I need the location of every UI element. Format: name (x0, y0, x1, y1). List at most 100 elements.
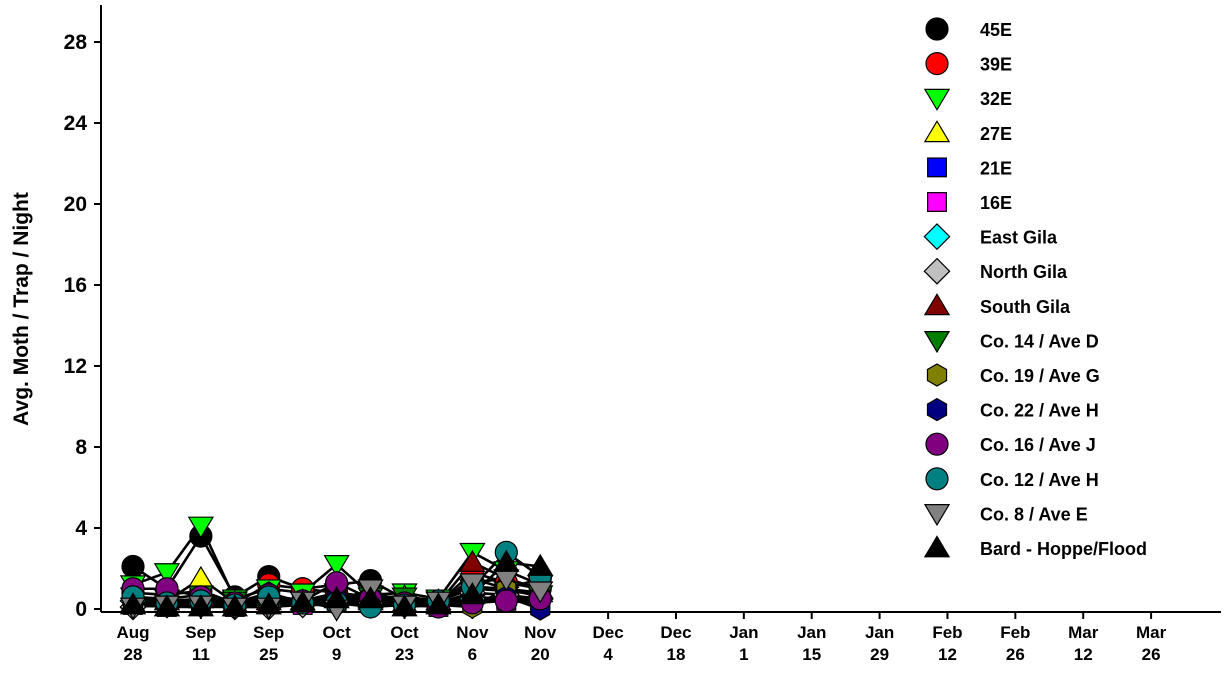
x-tick-label: Dec 4 (593, 623, 624, 664)
legend: 45E 39E 32E 27E 21E 16E East Gila North Gila Sou… (923, 17, 1147, 559)
legend-marker (926, 397, 948, 422)
x-tick-label-line: Oct (322, 623, 351, 642)
x-tick-label-line: 25 (259, 645, 278, 664)
x-tick-label: Jan 1 (729, 623, 758, 664)
legend-label: 27E (980, 124, 1012, 144)
legend-marker (927, 157, 947, 178)
x-tick-label: Sep 11 (185, 623, 216, 664)
y-tick-label: 28 (64, 31, 88, 54)
x-tick-label-line: Oct (390, 623, 419, 642)
x-tick-label: Mar 12 (1068, 623, 1099, 664)
legend-marker (923, 293, 951, 316)
x-tick-label-line: 6 (468, 645, 477, 664)
x-tick-label: Mar 26 (1136, 623, 1167, 664)
data-point (119, 592, 147, 615)
x-tick-label-line: 18 (667, 645, 686, 664)
legend-label: 45E (980, 20, 1012, 40)
legend-label: 16E (980, 193, 1012, 213)
data-point (187, 594, 215, 617)
legend-marker (923, 88, 951, 111)
legend-label: Co. 22 / Ave H (980, 401, 1099, 421)
y-tick-label: 4 (75, 517, 87, 540)
x-tick-label-line: 15 (802, 645, 821, 664)
legend-marker (923, 331, 951, 354)
data-point (153, 563, 181, 586)
legend-label: Co. 19 / Ave G (980, 366, 1100, 386)
data-point (121, 554, 145, 579)
x-tick-label: Nov 20 (524, 623, 557, 664)
legend-marker (923, 120, 951, 143)
x-tick-label: Nov 6 (456, 623, 489, 664)
x-tick-label-line: 20 (531, 645, 550, 664)
x-tick-label: Jan 15 (797, 623, 826, 664)
x-tick-label-line: Jan (865, 623, 894, 642)
x-tick-label-line: 26 (1142, 645, 1161, 664)
x-tick-label: Feb 26 (1000, 623, 1030, 664)
y-tick-label: 8 (75, 436, 87, 459)
legend-marker (925, 17, 949, 41)
x-tick-label-line: Aug (116, 623, 149, 642)
legend-marker (923, 504, 951, 527)
x-tick-label: Jan 29 (865, 623, 894, 664)
data-point (357, 586, 384, 609)
legend-label: 21E (980, 158, 1012, 178)
legend-label: Co. 16 / Ave J (980, 435, 1096, 455)
data-point (391, 594, 418, 617)
x-tick-label-line: Jan (797, 623, 826, 642)
x-tick-label-line: Mar (1068, 623, 1099, 642)
data-point (459, 549, 486, 572)
x-tick-label-line: Jan (729, 623, 758, 642)
x-tick-label: Sep 25 (253, 623, 284, 664)
series-markers (119, 516, 554, 622)
x-tick-label: Feb 12 (932, 623, 962, 664)
y-tick-label: 0 (75, 598, 87, 621)
x-tick-label: Oct 9 (322, 623, 351, 664)
x-tick-label-line: 11 (192, 645, 210, 664)
x-tick-label-line: 1 (739, 645, 748, 664)
legend-label: North Gila (980, 262, 1068, 282)
data-point (494, 589, 518, 613)
data-point (493, 549, 520, 572)
x-tick-label-line: Feb (1000, 623, 1030, 642)
data-point (153, 594, 181, 617)
legend-label: South Gila (980, 297, 1071, 317)
legend-marker (926, 363, 948, 387)
x-tick-label: Dec 18 (660, 623, 691, 664)
legend-label: Co. 12 / Ave H (980, 470, 1099, 490)
data-point (187, 565, 215, 589)
x-tick-label-line: 29 (870, 645, 889, 664)
legend-marker (923, 223, 951, 251)
x-tick-label-line: 12 (938, 645, 957, 664)
data-point (323, 555, 350, 578)
y-tick-label: 20 (64, 193, 87, 216)
data-point (459, 582, 486, 605)
legend-marker (925, 432, 949, 456)
y-tick-label: 12 (64, 355, 87, 378)
data-point (221, 594, 248, 617)
x-tick-label-line: 26 (1006, 645, 1025, 664)
x-tick-label-line: Sep (253, 623, 284, 642)
legend-marker (923, 257, 951, 285)
y-tick-label: 24 (64, 112, 88, 135)
x-tick-label-line: Sep (185, 623, 216, 642)
legend-marker (923, 535, 951, 558)
x-tick-label-line: 28 (124, 645, 143, 664)
legend-label: Co. 14 / Ave D (980, 331, 1099, 351)
x-tick-label-line: 12 (1074, 645, 1093, 664)
data-point (527, 581, 554, 604)
legend-label: 32E (980, 89, 1012, 109)
legend-marker (925, 467, 949, 491)
y-tick-label: 16 (64, 274, 87, 297)
x-tick-label: Oct 23 (390, 623, 419, 664)
legend-label: Bard - Hoppe/Flood (980, 539, 1147, 559)
data-point (527, 553, 554, 576)
legend-marker (925, 51, 949, 76)
data-point (289, 590, 316, 613)
x-tick-label-line: Nov (524, 623, 557, 642)
legend-label: 39E (980, 55, 1012, 75)
data-point (255, 592, 282, 615)
data-point (323, 586, 350, 609)
x-tick-label-line: Nov (456, 623, 489, 642)
x-tick-label-line: Dec (660, 623, 691, 642)
data-point (425, 592, 452, 615)
